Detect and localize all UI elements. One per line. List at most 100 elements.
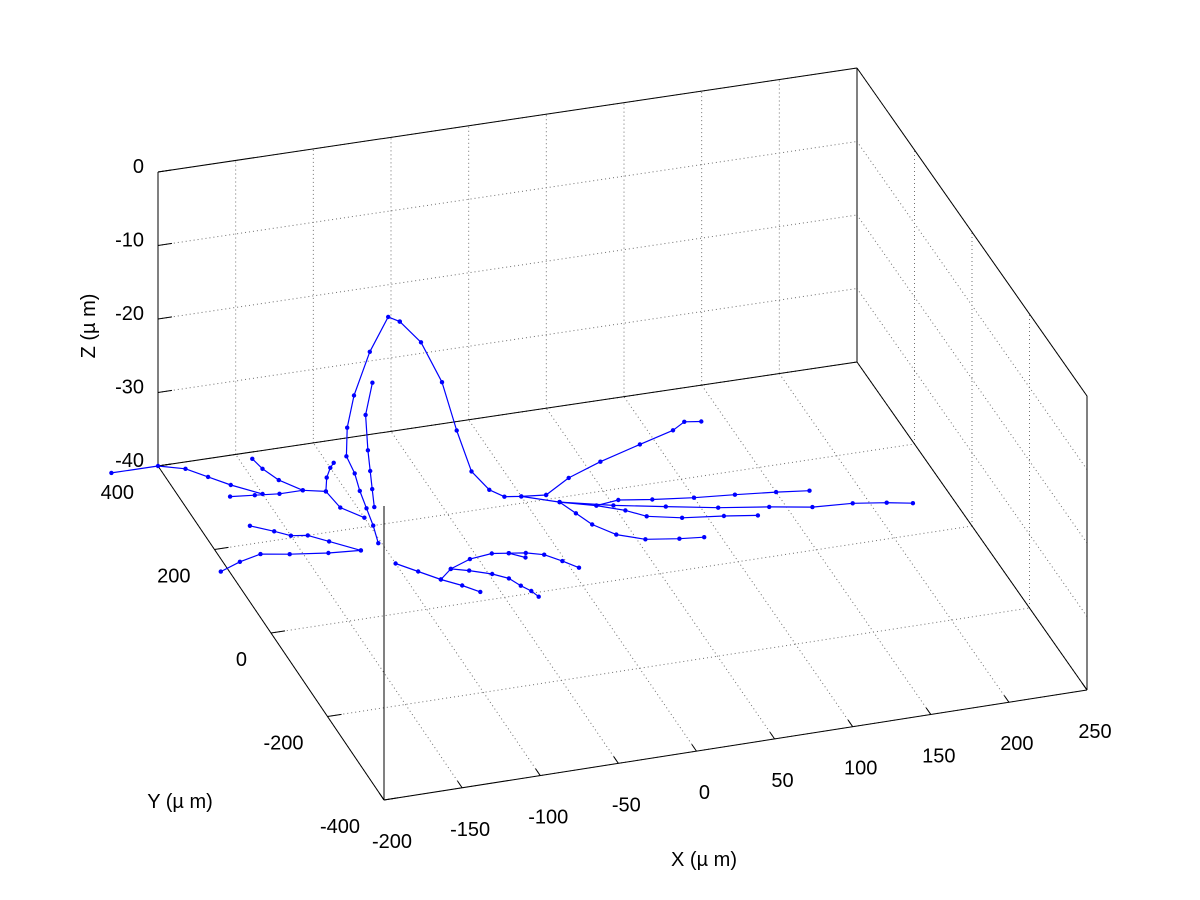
y-tick-label: 0 [236, 649, 247, 671]
data-point [228, 482, 233, 488]
data-point [365, 448, 371, 453]
data-point [272, 529, 277, 534]
data-point [506, 576, 512, 581]
data-point [487, 487, 492, 492]
axes-box [157, 67, 1088, 801]
series-branch [218, 548, 364, 574]
data-point [416, 569, 421, 574]
data-point [351, 393, 357, 398]
x-tick-label: 150 [922, 745, 955, 767]
data-point [372, 504, 377, 510]
series-branch [543, 419, 704, 498]
y-tick-label: 200 [157, 566, 190, 588]
data-series [109, 314, 916, 599]
data-point [183, 466, 188, 471]
data-point [439, 380, 445, 385]
data-point [438, 577, 444, 582]
x-tick-label: -100 [528, 807, 568, 829]
series-branch [448, 566, 541, 599]
series-line [365, 382, 375, 508]
axis-ticks: -200-150-100-50050100150200250-400-20002… [101, 156, 1112, 853]
data-point [448, 566, 453, 572]
data-point [323, 489, 329, 494]
y-axis-label: Y (µ m) [147, 791, 213, 813]
data-point [637, 442, 643, 447]
series-branch [506, 550, 582, 570]
y-tick-mark [327, 713, 342, 717]
data-point [623, 508, 628, 513]
grid-line-z-side [856, 214, 1088, 544]
z-tick-label: -20 [115, 303, 144, 325]
grid-line-z-back [157, 288, 858, 393]
data-point [566, 475, 571, 481]
data-point [543, 492, 549, 498]
x-axis-label: X (µ m) [671, 849, 737, 871]
data-point [338, 505, 343, 510]
data-point [376, 541, 381, 546]
data-point [523, 555, 528, 560]
z-tick-mark [157, 316, 173, 320]
data-point [529, 588, 534, 594]
data-point [478, 589, 483, 595]
series-line [220, 549, 361, 573]
x-tick-mark [691, 744, 697, 752]
data-point [691, 495, 697, 500]
grid-line-z-side [856, 141, 1088, 470]
data-point [326, 550, 331, 556]
x-tick-label: 100 [844, 758, 877, 780]
data-point [357, 488, 362, 494]
series-line [111, 465, 263, 495]
data-point [469, 469, 474, 474]
data-point [643, 537, 648, 542]
data-point [518, 583, 523, 588]
data-point [370, 486, 375, 492]
y-tick-label: 400 [101, 482, 134, 504]
plot-axes: -200-150-100-50050100150200250-400-20002… [78, 67, 1112, 871]
z-tick-label: -30 [115, 377, 144, 399]
data-point [670, 428, 676, 433]
data-point [519, 494, 524, 499]
data-point [644, 514, 649, 519]
series-line [440, 552, 526, 580]
data-point [331, 460, 336, 465]
series-line [521, 495, 913, 509]
grid-line-x-floor [545, 407, 775, 740]
x-tick-mark [613, 756, 619, 764]
data-point [109, 470, 114, 476]
y-tick-mark [270, 630, 286, 634]
data-point [276, 477, 281, 483]
grid-line-x-floor [701, 384, 932, 715]
data-point [810, 504, 815, 510]
data-point [773, 489, 779, 495]
data-point [418, 340, 424, 345]
data-point [397, 319, 402, 324]
data-point [506, 551, 511, 556]
y-tick-label: -200 [263, 733, 303, 755]
axes-box-edge [157, 67, 858, 173]
data-point [218, 569, 223, 574]
series-branch [594, 488, 812, 508]
x-tick-label: -150 [450, 819, 490, 841]
data-point [702, 535, 707, 540]
data-point [260, 466, 265, 471]
data-point [523, 550, 528, 556]
x-tick-mark [1003, 695, 1010, 703]
x-tick-label: 0 [699, 782, 710, 804]
series-line [251, 458, 304, 491]
x-tick-mark [535, 768, 541, 776]
data-point [345, 425, 350, 430]
series-branch [250, 456, 305, 493]
data-point [247, 523, 253, 528]
data-point [454, 428, 459, 433]
data-point [258, 551, 263, 557]
y-tick-label: -400 [320, 816, 360, 838]
data-point [371, 523, 376, 528]
series-branch [557, 499, 707, 542]
series-branch [109, 463, 265, 497]
z-tick-mark [157, 389, 173, 393]
data-point [699, 419, 704, 424]
data-point [328, 465, 333, 470]
z-tick-mark [157, 242, 173, 246]
